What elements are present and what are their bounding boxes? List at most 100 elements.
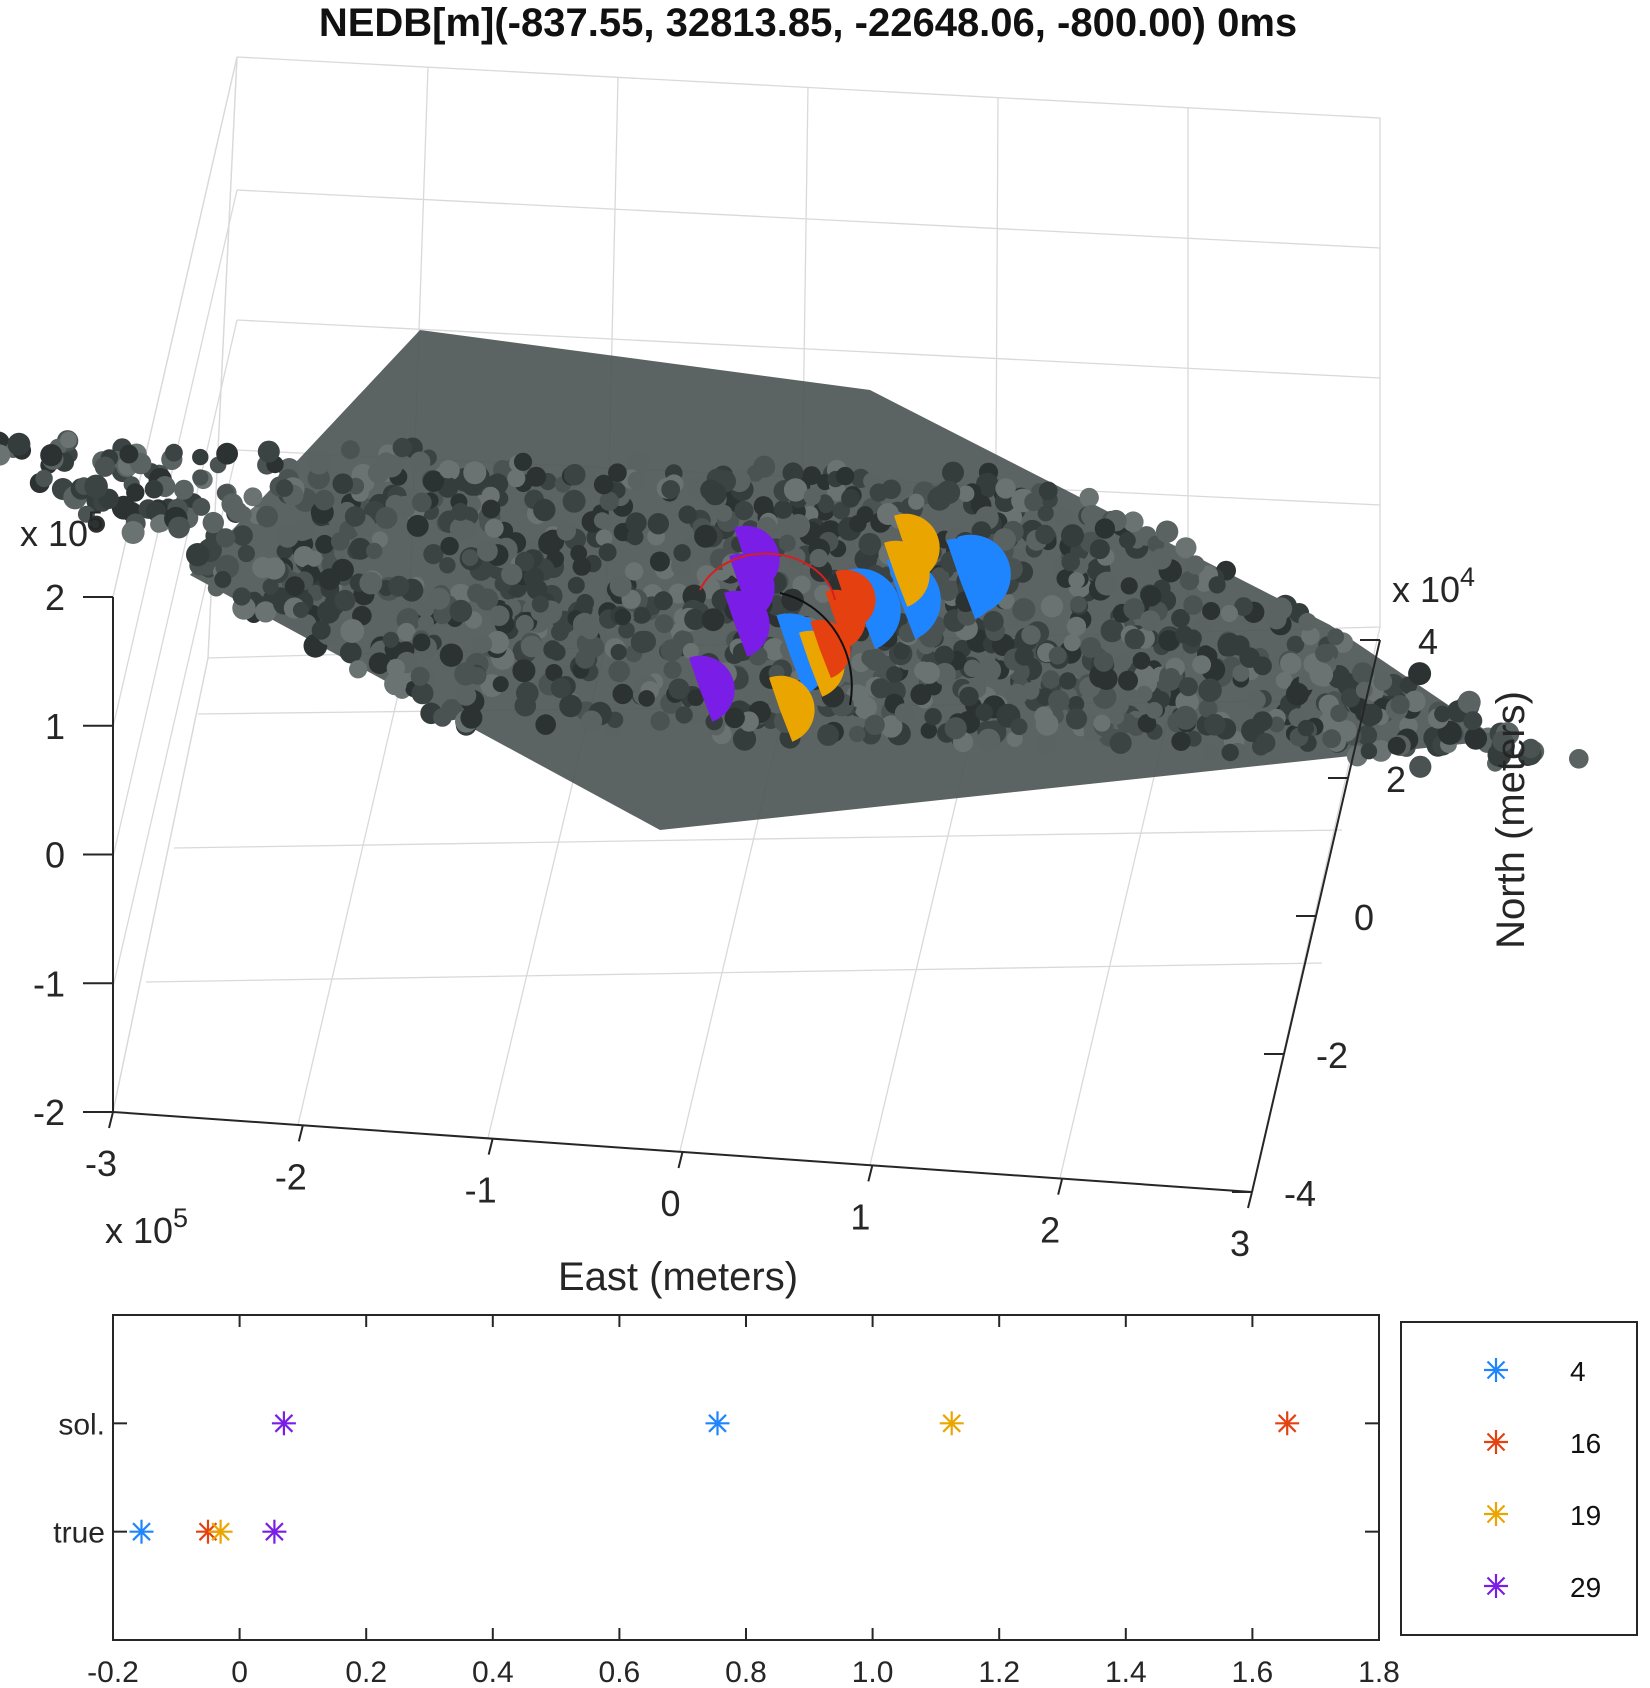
- cloud-point: [724, 707, 745, 729]
- bottom-categories: true sol.: [53, 1408, 1379, 1550]
- cloud-point: [1136, 685, 1153, 703]
- cloud-point: [1198, 678, 1222, 702]
- legend-marker: [1484, 1430, 1508, 1454]
- marker-sat-29-sol: [271, 1411, 296, 1436]
- cloud-point: [411, 492, 432, 513]
- cloud-point: [1021, 625, 1041, 645]
- cloud-point: [668, 678, 690, 700]
- cloud-point: [696, 565, 717, 585]
- cloud-point: [422, 470, 445, 492]
- marker-sat-29-true: [262, 1519, 287, 1544]
- cloud-point: [7, 432, 31, 456]
- satellite-sector: [769, 675, 815, 742]
- z-exponent-label: x 105: [20, 506, 103, 554]
- cloud-point: [1063, 634, 1081, 652]
- cloud-point: [1070, 596, 1087, 613]
- cloud-point: [1309, 662, 1334, 687]
- bottom-x-tick-label: 0.2: [345, 1656, 387, 1688]
- cloud-point: [942, 461, 964, 484]
- cloud-point: [614, 608, 632, 626]
- cloud-point: [121, 521, 145, 544]
- cloud-point: [1124, 628, 1145, 650]
- gridline: [173, 829, 1343, 849]
- cloud-point: [415, 598, 435, 618]
- cloud-point: [514, 694, 537, 717]
- cloud-point: [1115, 654, 1132, 671]
- cloud-point: [331, 558, 354, 582]
- cloud-point: [609, 574, 632, 597]
- cloud-point: [486, 630, 510, 654]
- cloud-point: [473, 634, 493, 654]
- cloud-point: [94, 456, 116, 477]
- cloud-point: [349, 660, 368, 679]
- cloud-point: [0, 444, 11, 466]
- x-tick-label: -2: [275, 1156, 307, 1197]
- cloud-point: [513, 452, 533, 471]
- cloud-point: [1155, 520, 1179, 543]
- x-tick-label: 2: [1040, 1210, 1060, 1251]
- cloud-point: [1100, 619, 1124, 643]
- cloud-point: [763, 638, 786, 661]
- satellite-markers: [689, 513, 1011, 742]
- cloud-point: [1035, 524, 1055, 545]
- cloud-point: [1330, 704, 1348, 722]
- cloud-point: [507, 469, 526, 488]
- cloud-point: [340, 619, 365, 643]
- cloud-point: [802, 466, 821, 485]
- figure-title: NEDB[m](-837.55, 32813.85, -22648.06, -8…: [319, 1, 1297, 45]
- cloud-point: [563, 463, 586, 486]
- cloud-point: [958, 485, 975, 502]
- cloud-point: [627, 450, 650, 473]
- cloud-point: [993, 528, 1016, 551]
- bottom-x-tick-label: 0.4: [472, 1656, 514, 1688]
- cloud-point: [1521, 738, 1541, 759]
- cloud-point: [559, 694, 582, 718]
- cloud-point: [1080, 637, 1102, 658]
- z-tick-label: -1: [33, 963, 65, 1004]
- cloud-point: [375, 506, 398, 529]
- cloud-point: [284, 576, 305, 597]
- cloud-point: [627, 471, 647, 491]
- cloud-point: [1093, 651, 1114, 672]
- cloud-point: [1183, 595, 1203, 615]
- cloud-point: [214, 571, 232, 588]
- legend-label: 19: [1570, 1500, 1601, 1531]
- cloud-point: [1061, 524, 1084, 548]
- z-tick-label: 2: [45, 577, 65, 618]
- legend-label: 29: [1570, 1572, 1601, 1603]
- cloud-point: [409, 451, 431, 473]
- legend-label: 4: [1570, 1356, 1586, 1387]
- cloud-point: [1123, 598, 1145, 620]
- legend-item-19: 19: [1484, 1500, 1601, 1531]
- cloud-point: [995, 478, 1016, 499]
- y-tick-label: -4: [1284, 1173, 1316, 1214]
- cloud-point: [1192, 655, 1211, 674]
- cloud-point: [1301, 626, 1320, 646]
- cloud-point: [1066, 616, 1087, 637]
- cloud-point: [35, 469, 53, 488]
- cloud-point: [1118, 670, 1138, 691]
- cloud-point: [313, 489, 335, 511]
- cloud-point: [1158, 630, 1180, 651]
- cloud-point: [618, 621, 635, 639]
- cloud-point: [1275, 672, 1293, 689]
- cloud-point: [612, 683, 633, 705]
- y-tick-label: 0: [1354, 897, 1374, 938]
- z-tick-label: -2: [33, 1092, 65, 1133]
- cloud-point: [1038, 481, 1058, 501]
- cloud-point: [1232, 664, 1250, 682]
- cloud-point: [782, 462, 804, 484]
- cloud-point: [817, 494, 833, 511]
- cloud-point: [126, 483, 145, 502]
- cloud-point: [654, 614, 674, 634]
- cloud-point: [262, 578, 279, 595]
- x-tick-mark: [867, 1165, 874, 1182]
- cloud-point: [1255, 733, 1276, 753]
- cloud-point: [1095, 571, 1119, 596]
- y-tick-label: 4: [1418, 621, 1438, 662]
- cloud-point: [1059, 672, 1077, 690]
- cloud-point: [449, 599, 473, 623]
- cloud-point: [1048, 646, 1067, 665]
- cloud-point: [243, 487, 263, 507]
- gridline: [297, 651, 409, 1126]
